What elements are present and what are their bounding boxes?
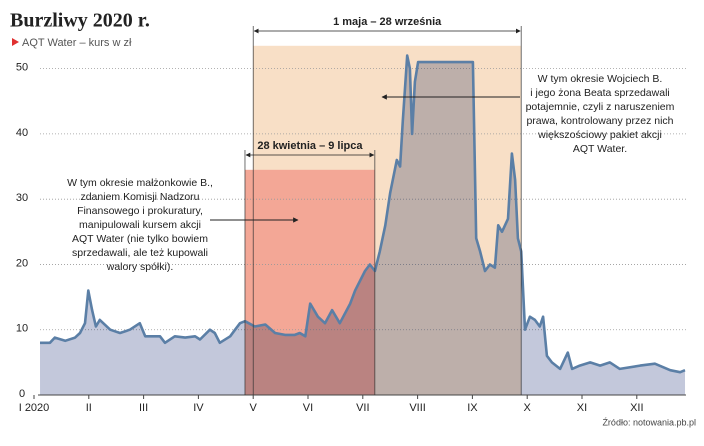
annotation-text: W tym okresie Wojciech B. [538,73,663,85]
x-tick-label: X [524,402,532,414]
annotation-text: W tym okresie małżonkowie B., [67,177,213,189]
x-tick-label: VIII [409,402,426,414]
source: Źródło: notowania.pb.pl [602,417,696,427]
annotation-text: i jego żona Beata sprzedawali [530,87,670,99]
annotation-text: walory spółki). [106,261,174,273]
x-tick-label: I 2020 [19,402,50,414]
annotation-text: potajemnie, czyli z naruszeniem [526,101,675,113]
y-tick-label: 50 [16,62,28,74]
x-tick-label: II [86,402,92,414]
x-tick-label: IX [467,402,478,414]
annotation-text: sprzedawali, ale też kupowali [72,247,208,259]
annotation-text: większościowy pakiet akcji [537,129,662,141]
subtitle-marker [12,38,19,46]
x-tick-label: III [139,402,148,414]
annotation-text: AQT Water (nie tylko bowiem [72,233,208,245]
y-tick-label: 10 [16,323,28,335]
chart-subtitle: AQT Water – kurs w zł [22,37,132,49]
y-tick-label: 30 [16,192,28,204]
y-tick-label: 40 [16,127,28,139]
x-tick-label: XI [577,402,587,414]
annotation-text: zdaniem Komisji Nadzoru [80,191,199,203]
x-tick-label: VI [303,402,313,414]
x-tick-label: V [250,402,258,414]
annotation-text: AQT Water. [573,143,627,155]
y-tick-label: 0 [19,388,25,400]
x-tick-label: XII [630,402,643,414]
annotation-text: Finansowego i prokuratury, [77,205,203,217]
y-tick-label: 20 [16,257,28,269]
annotation-text: manipulowali kursem akcji [79,219,201,231]
period-label: 1 maja – 28 września [333,16,442,28]
chart-title: Burzliwy 2020 r. [10,10,150,32]
period-label: 28 kwietnia – 9 lipca [257,140,363,152]
x-tick-label: IV [193,402,204,414]
annotation-text: prawa, kontrolowany przez nich [526,115,673,127]
line [40,54,686,374]
x-tick-label: VII [356,402,369,414]
